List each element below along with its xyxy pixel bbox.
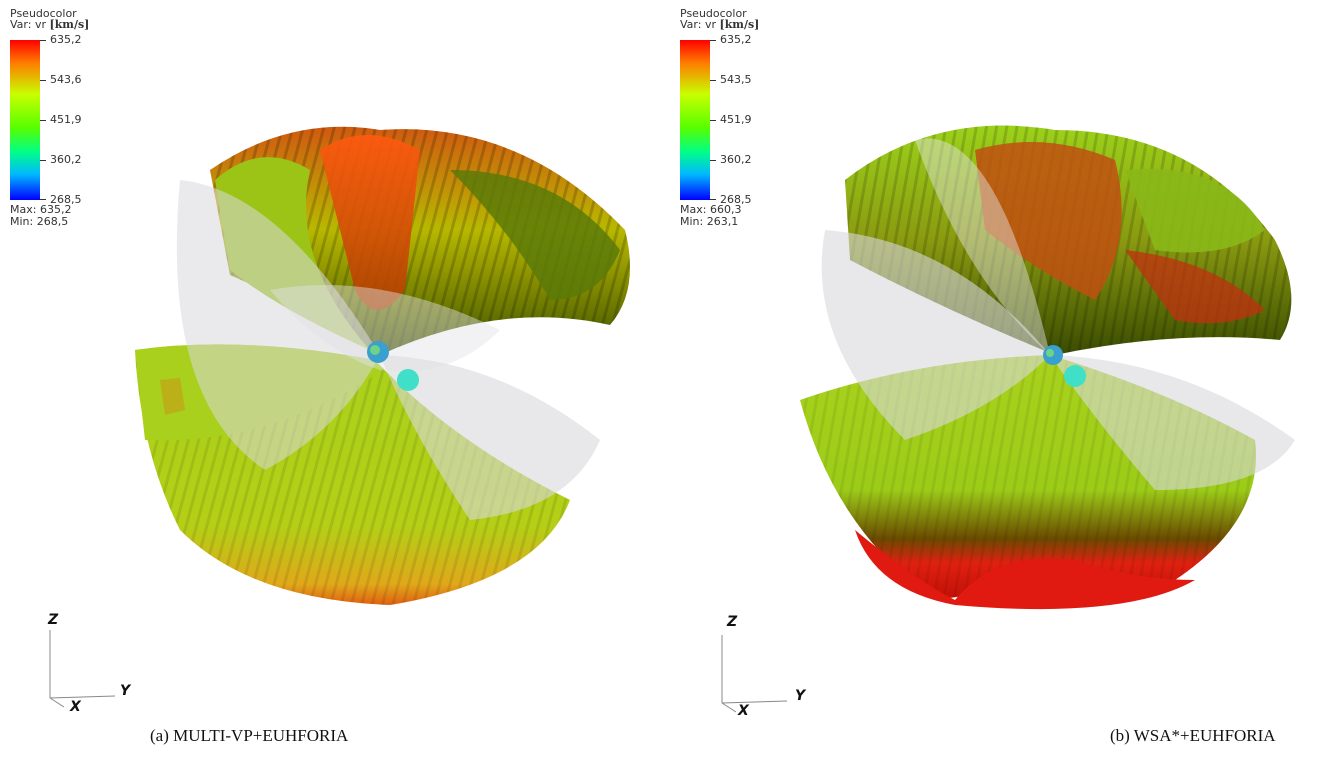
- min-value: 263,1: [706, 215, 739, 228]
- caption: (b) WSA*+EUHFORIA: [1110, 726, 1276, 745]
- colorbar-legend: Pseudocolor Var: vr [km/s]: [10, 8, 89, 30]
- axes-triad: [721, 635, 788, 713]
- colorbar-tick: 360,2: [50, 153, 82, 166]
- legend-minmax: Max: 660,3 Min: 263,1: [680, 203, 742, 228]
- caption: (a) MULTI-VP+EUHFORIA: [150, 726, 349, 745]
- legend-title: Pseudocolor: [10, 7, 77, 20]
- min-value: 268,5: [36, 215, 69, 228]
- colorbar-tick: 635,2: [50, 33, 82, 46]
- colorbar-tick: 451,9: [50, 113, 82, 126]
- legend-minmax: Max: 635,2 Min: 268,5: [10, 203, 72, 228]
- x-axis-label: X: [70, 699, 81, 715]
- earth-marker: [397, 369, 419, 391]
- colorbar-tick: 635,2: [720, 33, 752, 46]
- colorbar: [680, 40, 710, 200]
- axes-triad: [49, 630, 116, 708]
- colorbar-tick: 451,9: [720, 113, 752, 126]
- z-axis-label: Z: [727, 614, 738, 630]
- z-axis-label: Z: [48, 612, 59, 628]
- legend-variable: Var: vr: [10, 18, 50, 31]
- x-axis-label: X: [738, 703, 749, 719]
- solar-wind-3d-render: [135, 126, 630, 605]
- solar-wind-3d-render: [800, 125, 1295, 610]
- y-axis-label: Y: [120, 683, 131, 699]
- panel-wsa: Pseudocolor Var: vr [km/s] 635,2 543,5 4…: [670, 0, 1331, 763]
- colorbar-tick: 360,2: [720, 153, 752, 166]
- colorbar-tick: 268,5: [50, 193, 82, 206]
- colorbar-tick: 543,6: [50, 73, 82, 86]
- legend-variable: Var: vr: [680, 18, 720, 31]
- y-axis-label: Y: [795, 688, 806, 704]
- colorbar-legend: Pseudocolor Var: vr [km/s]: [680, 8, 759, 30]
- max-value: 660,3: [709, 203, 742, 216]
- colorbar-tick: 543,5: [720, 73, 752, 86]
- legend-unit: [km/s]: [49, 18, 90, 31]
- legend-title: Pseudocolor: [680, 7, 747, 20]
- earth-marker: [1064, 365, 1086, 387]
- panel-multi-vp: Pseudocolor Var: vr [km/s] 635,2 543,6 4…: [0, 0, 665, 763]
- colorbar: [10, 40, 40, 200]
- legend-unit: [km/s]: [719, 18, 760, 31]
- max-value: 635,2: [39, 203, 72, 216]
- colorbar-tick: 268,5: [720, 193, 752, 206]
